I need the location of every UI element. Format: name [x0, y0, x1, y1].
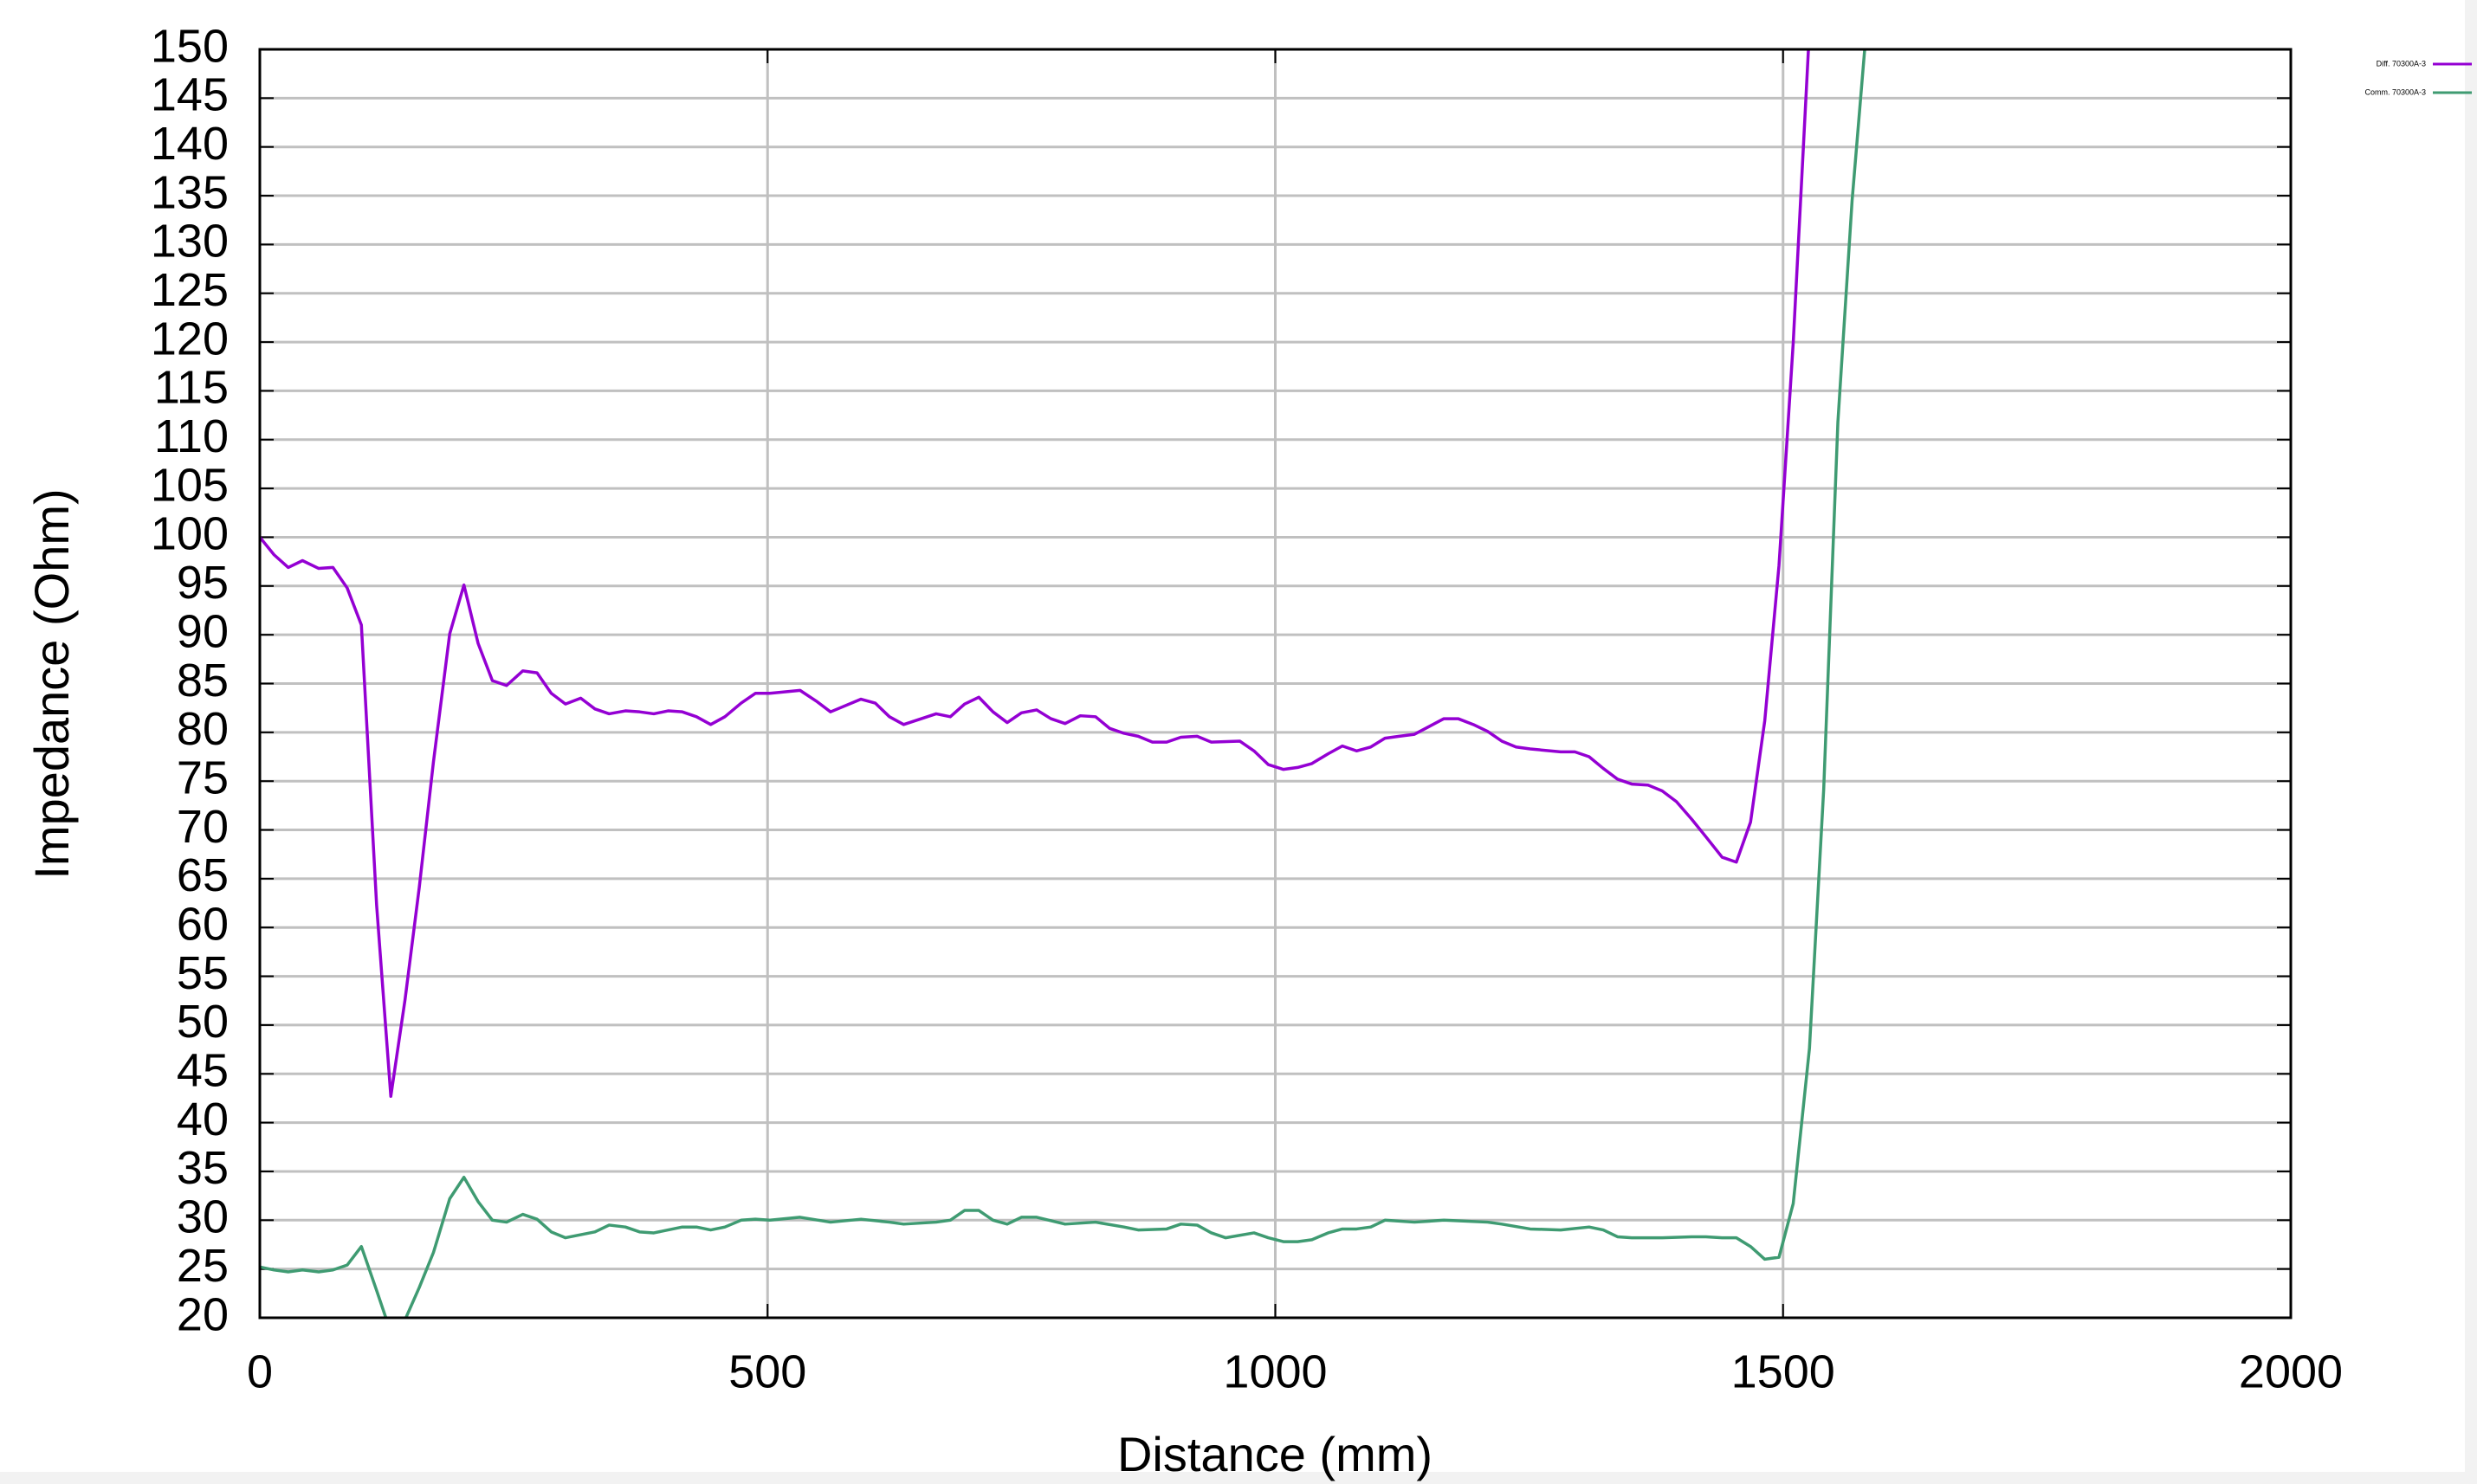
y-tick-label: 45	[177, 1045, 229, 1097]
y-tick-label: 80	[177, 703, 229, 755]
legend-label: Comm. 70300A-3	[2364, 87, 2426, 96]
y-tick-label: 130	[151, 216, 229, 268]
y-tick-label: 40	[177, 1094, 229, 1145]
y-tick-label: 150	[151, 20, 229, 72]
series-line	[260, 49, 1866, 1318]
y-tick-label: 85	[177, 655, 229, 707]
y-tick-label: 60	[177, 898, 229, 950]
y-tick-label: 65	[177, 849, 229, 901]
x-tick-label: 500	[728, 1345, 806, 1397]
y-tick-label: 55	[177, 947, 229, 999]
y-tick-label: 115	[154, 362, 229, 414]
plot-frame	[258, 48, 2293, 1319]
y-tick-label: 105	[151, 459, 229, 511]
y-tick-label: 135	[151, 166, 229, 218]
y-tick-label: 120	[151, 313, 229, 365]
y-tick-label: 110	[154, 410, 229, 462]
y-tick-label: 145	[151, 69, 229, 121]
y-tick-label: 25	[177, 1240, 229, 1292]
y-tick-label: 100	[151, 508, 229, 560]
y-tick-label: 75	[177, 752, 229, 803]
x-tick-label: 0	[247, 1345, 273, 1397]
legend-label: Diff. 70300A-3	[2377, 59, 2426, 68]
y-tick-label: 125	[151, 264, 229, 316]
x-axis-title: Distance (mm)	[1117, 1427, 1433, 1481]
x-tick-label: 1500	[1731, 1345, 1835, 1397]
x-tick-label: 1000	[1223, 1345, 1327, 1397]
x-tick-label: 2000	[2239, 1345, 2343, 1397]
y-tick-label: 20	[177, 1288, 229, 1340]
y-axis-title: Impedance (Ohm)	[24, 488, 79, 879]
y-tick-label: 140	[151, 118, 229, 170]
series-line	[260, 49, 1810, 1098]
y-tick-label: 90	[177, 605, 229, 657]
y-tick-label: 95	[177, 557, 229, 609]
y-tick-label: 35	[177, 1142, 229, 1194]
y-tick-label: 70	[177, 801, 229, 853]
y-tick-label: 50	[177, 996, 229, 1048]
y-tick-label: 30	[177, 1191, 229, 1243]
